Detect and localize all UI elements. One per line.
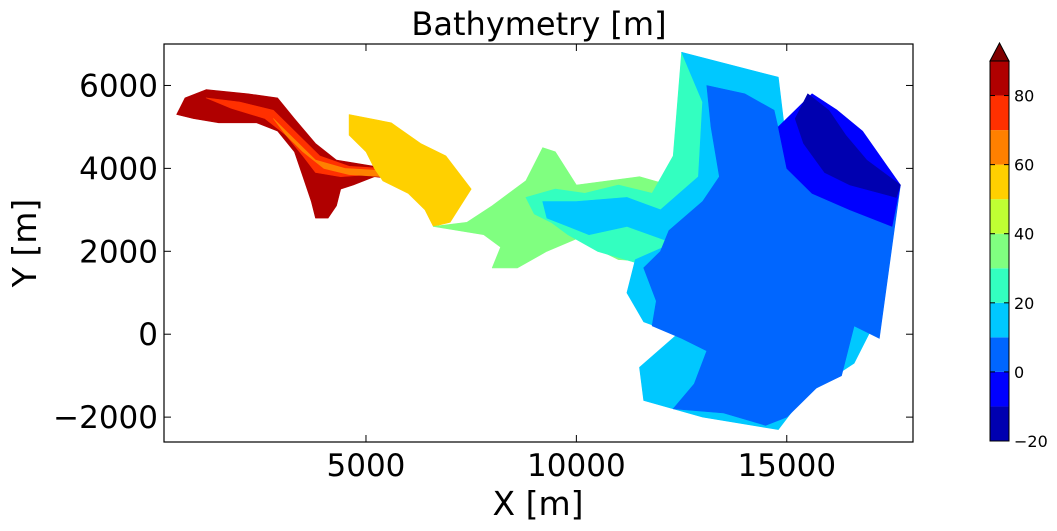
colorbar-band-3 — [990, 302, 1009, 338]
contour-region-3 — [348, 114, 472, 227]
colorbar-tick-label-5: 80 — [1014, 87, 1034, 106]
colorbar-tick-label-4: 60 — [1014, 156, 1034, 175]
x-axis-label: X [m] — [493, 484, 584, 523]
plot-frame — [163, 43, 914, 443]
x-axis-ticks: 5000 10000 15000 — [327, 44, 836, 484]
colorbar-extend-arrow — [989, 41, 1010, 62]
colorbar-tick-label-2: 20 — [1014, 294, 1034, 313]
colorbar-band-7 — [990, 164, 1009, 200]
colorbar-band-4 — [990, 268, 1009, 303]
y-tick-label-0: −2000 — [53, 400, 158, 436]
chart-title: Bathymetry [m] — [411, 5, 666, 43]
colorbar-band-0 — [990, 406, 1009, 441]
colorbar-band-2 — [990, 337, 1009, 372]
colorbar-band-8 — [990, 130, 1009, 165]
contour-region-7 — [643, 85, 901, 426]
colorbar-frame — [989, 60, 1010, 442]
bathymetry-contours — [176, 51, 901, 430]
y-tick-label-1: 0 — [138, 317, 158, 353]
colorbar-band-9 — [990, 95, 1009, 131]
x-tick-label-0: 5000 — [327, 448, 406, 484]
colorbar-band-10 — [990, 61, 1009, 96]
colorbar-band-1 — [990, 371, 1009, 407]
colorbar-band-5 — [990, 233, 1009, 269]
contour-region-9 — [794, 93, 901, 198]
x-tick-label-1: 10000 — [527, 448, 626, 484]
y-tick-label-3: 4000 — [79, 151, 158, 187]
colorbar-band-6 — [990, 199, 1009, 234]
colorbar-tick-label-0: −20 — [1014, 432, 1048, 451]
colorbar-tick-label-1: 0 — [1014, 363, 1024, 382]
y-axis-label: Y [m] — [5, 199, 44, 289]
y-tick-label-2: 2000 — [79, 234, 158, 270]
y-axis-ticks: −2000 0 2000 4000 6000 — [53, 68, 913, 436]
colorbar-tick-label-3: 40 — [1014, 225, 1034, 244]
x-tick-label-2: 15000 — [737, 448, 836, 484]
y-tick-label-4: 6000 — [79, 68, 158, 104]
colorbar: −20 0 20 40 60 80 — [989, 41, 1048, 451]
